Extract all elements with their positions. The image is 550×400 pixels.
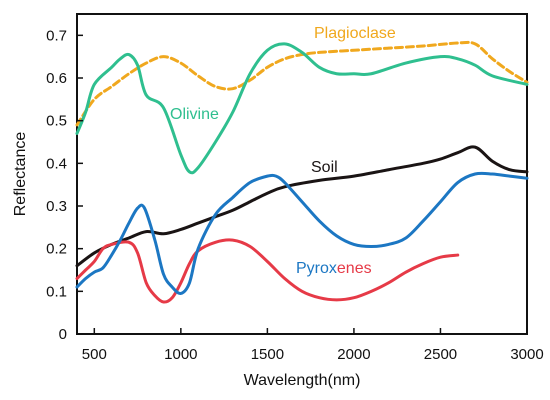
y-tick-label: 0.3 <box>46 198 67 215</box>
x-tick-label: 2500 <box>424 346 457 363</box>
x-tick-label: 500 <box>82 346 107 363</box>
y-tick-label: 0.5 <box>46 113 67 130</box>
y-tick-label: 0 <box>59 326 67 343</box>
pyroxenes-label: Pyroxenes <box>296 260 372 277</box>
series-lines <box>75 40 529 304</box>
plagioclase-label: Plagioclase <box>314 25 396 42</box>
y-tick-label: 0.2 <box>46 241 67 258</box>
x-tick-label: 1500 <box>251 346 284 363</box>
y-axis-title: Reflectance <box>12 132 29 217</box>
x-axis-title: Wavelength(nm) <box>244 372 361 389</box>
x-tick-label: 2000 <box>337 346 370 363</box>
series-line-pyroxenes <box>75 238 460 304</box>
pyroxenes-label-part1: Pyrox <box>296 260 337 277</box>
y-tick-label: 0.4 <box>46 155 67 172</box>
plot-frame <box>76 13 528 335</box>
x-tick-label: 1000 <box>164 346 197 363</box>
y-tick-label: 0.7 <box>46 27 67 44</box>
y-axis-ticks: 0 0.1 0.2 0.3 0.4 0.5 0.6 0.7 <box>46 27 83 343</box>
series-line-plagioclase <box>75 40 529 127</box>
x-tick-label: 3000 <box>510 346 543 363</box>
plot-area-group <box>75 13 529 335</box>
y-tick-label: 0.6 <box>46 70 67 87</box>
series-line-olivine <box>75 42 529 175</box>
soil-label: Soil <box>311 159 338 176</box>
series-line-soil <box>75 145 529 268</box>
x-axis-ticks: 500 1000 1500 2000 2500 3000 <box>82 328 544 363</box>
olivine-label: Olivine <box>170 106 219 123</box>
y-tick-label: 0.1 <box>46 283 67 300</box>
pyroxenes-label-part2: enes <box>337 260 372 277</box>
series-line-pyroxenes-blue <box>75 171 529 296</box>
